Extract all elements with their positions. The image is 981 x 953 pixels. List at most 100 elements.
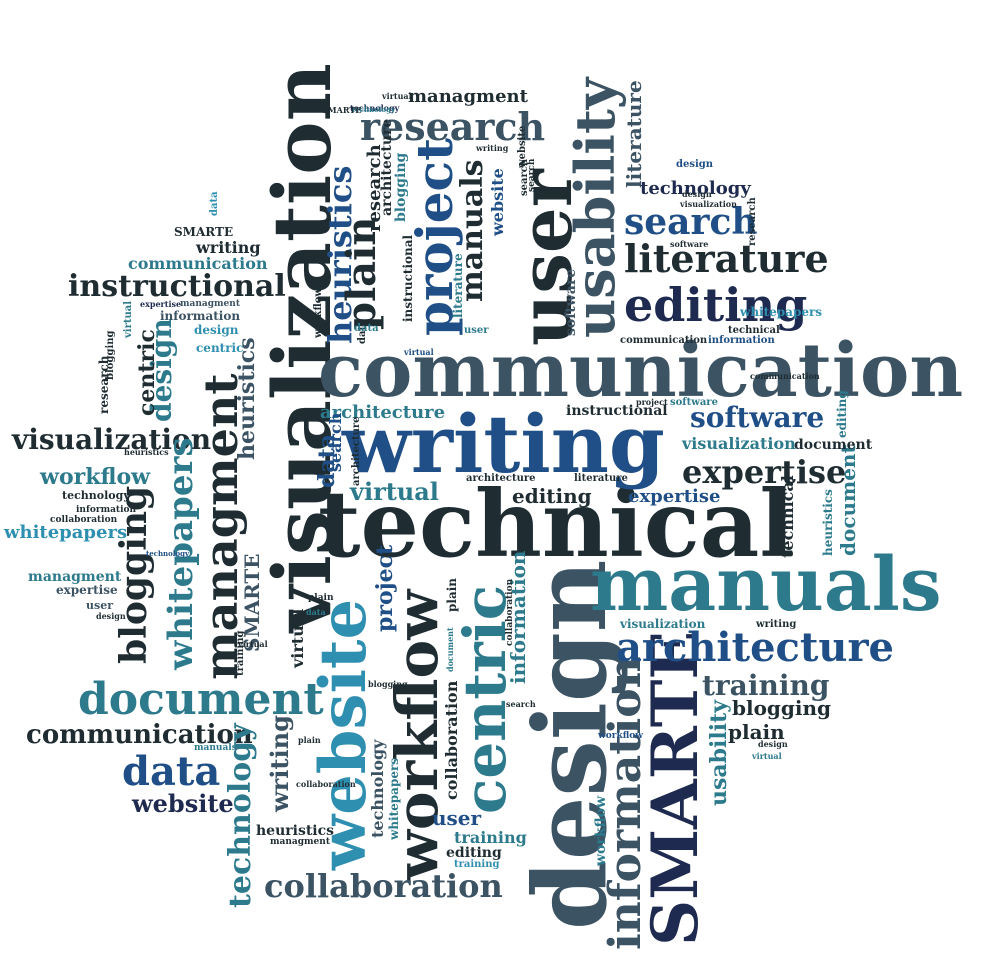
word-managment-medium-b: managment: [408, 86, 528, 107]
word-writing-small-d: writing: [476, 143, 509, 153]
word-user-medium-b: user: [432, 806, 482, 830]
word-smarte-small-a: SMARTE: [174, 225, 234, 239]
word-technical-vertical-d: technical: [778, 475, 797, 558]
word-workflow-small-d: workflow: [598, 731, 644, 741]
word-blogging-vertical-c: blogging: [393, 152, 409, 222]
word-training-small-d: training: [454, 859, 500, 870]
word-instructional-large: instructional: [68, 269, 286, 304]
word-literature-vertical-e: literature: [451, 253, 465, 318]
word-data-small-e: data: [306, 607, 326, 617]
word-whitepapers-vertical-f: whitepapers: [387, 757, 401, 840]
word-whitepapers-medium: whitepapers: [4, 522, 128, 543]
word-instructional-vertical-d: instructional: [401, 234, 415, 322]
word-heuristics-small-c: heuristics: [124, 447, 169, 457]
word-communication-large: communication: [318, 328, 964, 414]
word-centric-small-a: centric: [196, 341, 244, 355]
word-plain-small-e: plain: [298, 735, 321, 745]
word-manuals-small-d: manuals: [194, 743, 237, 753]
word-heuristics-medium-b: heuristics: [256, 823, 335, 839]
word-architecture-medium: architecture: [320, 402, 446, 423]
word-smarte-small-b: SMARTE: [322, 105, 362, 115]
word-communication-small-a: communication: [620, 335, 708, 346]
word-heuristics-vertical-a: heuristics: [234, 337, 260, 460]
word-managment-small-a: managment: [28, 569, 122, 585]
word-software-vertical-d: software: [563, 268, 579, 336]
word-collaboration-small-d: collaboration: [296, 779, 356, 789]
word-technology-small-b: technology: [350, 103, 400, 113]
word-writing-vertical-b: writing: [265, 715, 294, 812]
word-whitepapers-small-a: whitepapers: [740, 305, 823, 319]
word-design-small-a: design: [194, 323, 239, 337]
word-training-large: training: [702, 669, 830, 702]
word-technology-medium: technology: [640, 178, 751, 199]
word-data-large: data: [122, 748, 221, 795]
word-design-small-c: design: [96, 611, 126, 621]
word-editing-medium: editing: [512, 484, 592, 508]
word-data-vertical-h: data: [209, 191, 220, 216]
word-virtual-vertical-e: virtual: [288, 608, 307, 668]
word-software-small-d: software: [670, 239, 709, 249]
word-project-vertical-b: project: [372, 544, 398, 632]
word-communication-teal: communication: [128, 254, 268, 273]
word-information-small-c: information: [708, 335, 775, 346]
word-blogging-small-b: blogging: [368, 679, 408, 689]
word-literature-large: literature: [624, 236, 829, 281]
word-editing-vertical-d: editing: [835, 390, 849, 438]
word-expertise-medium: expertise: [628, 486, 721, 507]
word-project-small-a: project: [636, 397, 668, 407]
word-technology-small-d: technology: [146, 549, 190, 558]
word-editing-large: editing: [624, 278, 808, 332]
word-search-large: search: [624, 201, 758, 243]
word-information-large: information: [600, 656, 651, 950]
word-training-medium-b: training: [454, 828, 527, 847]
word-design-small-d: design: [758, 739, 788, 749]
word-virtual-medium: virtual: [350, 477, 439, 506]
word-user-small-b: user: [464, 325, 489, 336]
word-plain-large: plain: [338, 216, 385, 330]
word-plain-vertical-e: plain: [445, 577, 459, 612]
word-visualization-medium: visualization: [682, 434, 796, 453]
word-virtual-small-f: virtual: [404, 347, 434, 357]
word-software-large: software: [690, 401, 825, 434]
word-architecture-large: architecture: [616, 624, 894, 671]
word-training-vertical-e: training: [235, 630, 246, 677]
word-communication-small-d: communication: [750, 371, 820, 381]
word-collaboration-large: collaboration: [264, 867, 503, 905]
word-collaboration-vertical-g: collaboration: [505, 578, 515, 646]
word-blogging-medium: blogging: [732, 696, 832, 720]
word-heuristics-vertical-d: heuristics: [821, 489, 835, 556]
word-architecture-vertical-f: architecture: [351, 416, 362, 487]
word-information-small-a: information: [76, 505, 137, 515]
word-plain-medium: plain: [728, 720, 785, 744]
word-manuals-large: manuals: [590, 542, 942, 628]
word-editing-medium-b: editing: [446, 845, 502, 861]
word-visualization-small-b: visualization: [680, 199, 737, 209]
word-research-vertical-c: research: [364, 144, 385, 232]
word-technical-small-a: technical: [728, 325, 780, 336]
word-research-large: research: [360, 104, 546, 149]
word-workflow-vertical-f: workflow: [313, 287, 324, 338]
word-literature-small-a: literature: [574, 473, 628, 484]
word-search-small-c: search: [506, 699, 536, 709]
word-document-vertical-h: document: [445, 627, 455, 672]
word-expertise-large: expertise: [682, 453, 847, 491]
word-workflow-medium: workflow: [40, 464, 151, 490]
word-virtual-small-d: virtual: [752, 751, 782, 761]
word-technology-vertical-b: technology: [368, 739, 387, 838]
word-architecture-small-a: architecture: [466, 473, 536, 484]
word-research-vertical-d: research: [747, 197, 758, 246]
word-technology-small-c: technology: [352, 105, 396, 114]
word-website-medium: website: [132, 789, 234, 818]
word-managment-small-c: managment: [270, 837, 330, 847]
word-writing-small: writing: [196, 238, 261, 257]
word-literature-vertical-f: literature: [622, 80, 646, 188]
word-website-vertical-c: website: [488, 168, 507, 236]
word-usability-vertical-b: usability: [706, 699, 732, 806]
word-instructional-small-a: instructional: [566, 403, 668, 419]
word-design-small-e: design: [682, 189, 712, 199]
word-expertise-small-b: expertise: [140, 299, 182, 309]
word-visualization-left: visualization: [12, 423, 212, 456]
word-document-small-a: document: [794, 437, 873, 453]
word-document-vertical-b: document: [836, 444, 860, 556]
